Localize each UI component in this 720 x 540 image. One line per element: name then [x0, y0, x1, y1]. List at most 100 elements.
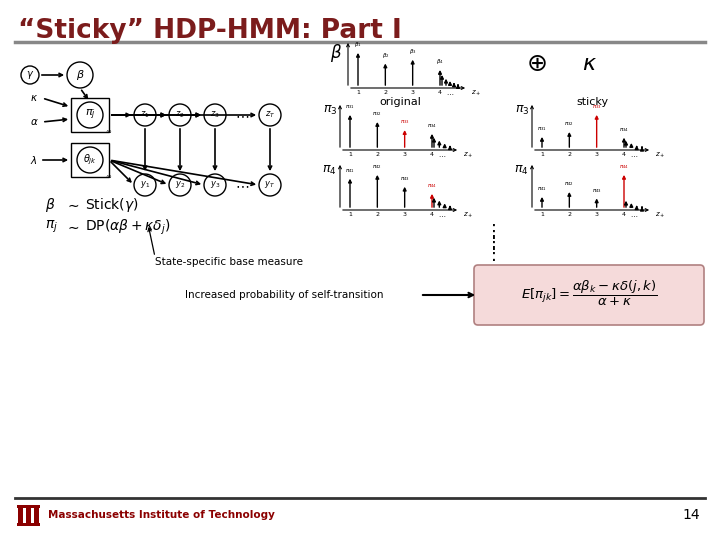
Text: $\sim$: $\sim$ [65, 220, 80, 234]
Text: $\pi_j$: $\pi_j$ [45, 219, 58, 235]
Text: 14: 14 [683, 508, 700, 522]
Circle shape [134, 174, 156, 196]
Text: Massachusetts Institute of Technology: Massachusetts Institute of Technology [48, 510, 275, 520]
Text: 1: 1 [540, 152, 544, 157]
Circle shape [21, 66, 39, 84]
Bar [26, 506, 31, 524]
Text: $\theta_{jk}$: $\theta_{jk}$ [83, 153, 97, 167]
Text: $\pi_3$: $\pi_3$ [515, 104, 529, 117]
Text: $\pi_{31}$: $\pi_{31}$ [345, 103, 355, 111]
Text: 4: 4 [430, 152, 434, 157]
Bar [34, 506, 39, 524]
Text: $\pi_{32}$: $\pi_{32}$ [564, 120, 575, 128]
Circle shape [134, 104, 156, 126]
Text: 2: 2 [383, 90, 387, 95]
Text: $\beta_1$: $\beta_1$ [354, 40, 362, 49]
Text: $\vdots$: $\vdots$ [484, 244, 496, 263]
Text: 4: 4 [430, 212, 434, 217]
Text: $z_+$: $z_+$ [655, 211, 665, 220]
Text: $\pi_{43}$: $\pi_{43}$ [400, 175, 410, 183]
Text: $\infty$: $\infty$ [105, 174, 112, 180]
Text: State-specific base measure: State-specific base measure [155, 257, 303, 267]
FancyBboxPatch shape [474, 265, 704, 325]
Text: $\pi_{33}$: $\pi_{33}$ [400, 118, 410, 126]
Text: 4: 4 [438, 90, 442, 95]
Circle shape [259, 174, 281, 196]
Circle shape [259, 104, 281, 126]
Text: 2: 2 [375, 212, 379, 217]
Text: $\pi_3$: $\pi_3$ [323, 104, 337, 117]
Text: $\pi_{44}$: $\pi_{44}$ [619, 163, 629, 171]
Text: 3: 3 [402, 212, 407, 217]
Text: $\pi_{34}$: $\pi_{34}$ [619, 126, 629, 134]
Text: sticky: sticky [576, 97, 608, 107]
Text: $z_+$: $z_+$ [471, 89, 481, 98]
Text: $E[\pi_{jk}] = \dfrac{\alpha\beta_k - \kappa\delta(j,k)}{\alpha + \kappa}$: $E[\pi_{jk}] = \dfrac{\alpha\beta_k - \k… [521, 279, 657, 308]
Text: $\cdots$: $\cdots$ [446, 90, 454, 96]
Text: $\beta$: $\beta$ [45, 196, 55, 214]
Text: 4: 4 [622, 152, 626, 157]
Text: $\kappa$: $\kappa$ [30, 93, 38, 103]
Text: $\pi_{41}$: $\pi_{41}$ [345, 167, 355, 175]
Text: $\pi_{32}$: $\pi_{32}$ [372, 110, 382, 118]
Text: $z_1$: $z_1$ [140, 110, 150, 120]
Circle shape [169, 104, 191, 126]
Text: $\alpha$: $\alpha$ [30, 117, 39, 127]
Text: “Sticky” HDP-HMM: Part I: “Sticky” HDP-HMM: Part I [18, 18, 402, 44]
Circle shape [77, 147, 103, 173]
Circle shape [204, 104, 226, 126]
Text: 3: 3 [595, 152, 598, 157]
Text: 2: 2 [567, 212, 572, 217]
Text: $z_T$: $z_T$ [265, 110, 275, 120]
Text: $\lambda$: $\lambda$ [30, 154, 37, 166]
Bar [71, 143, 109, 177]
Text: $\pi_{42}$: $\pi_{42}$ [564, 180, 575, 188]
Text: $\cdots$: $\cdots$ [630, 212, 638, 218]
Text: $\cdots$: $\cdots$ [438, 212, 446, 218]
Text: $\pi_{31}$: $\pi_{31}$ [537, 125, 547, 133]
Bar [17, 523, 40, 525]
Text: $z_+$: $z_+$ [463, 151, 473, 160]
Circle shape [67, 62, 93, 88]
Text: $\cdots$: $\cdots$ [630, 152, 638, 158]
Text: $\cdots$: $\cdots$ [438, 152, 446, 158]
Text: $\mathrm{DP}(\alpha\beta + \kappa\delta_j)$: $\mathrm{DP}(\alpha\beta + \kappa\delta_… [85, 217, 171, 237]
Text: 1: 1 [540, 212, 544, 217]
Text: $y_2$: $y_2$ [175, 179, 185, 191]
Text: $y_1$: $y_1$ [140, 179, 150, 191]
Text: $\beta_4$: $\beta_4$ [436, 57, 444, 66]
Text: $\kappa$: $\kappa$ [582, 54, 598, 74]
Text: $z_2$: $z_2$ [175, 110, 185, 120]
Text: $z_+$: $z_+$ [463, 211, 473, 220]
Text: $\cdots$: $\cdots$ [235, 108, 250, 122]
Bar [71, 98, 109, 132]
Text: $\pi_{34}$: $\pi_{34}$ [427, 122, 437, 130]
Bar [17, 504, 40, 508]
Text: $\pi_j$: $\pi_j$ [84, 108, 96, 122]
Text: $\beta_3$: $\beta_3$ [409, 47, 416, 56]
Text: 2: 2 [375, 152, 379, 157]
Text: $\mathrm{Stick}(\gamma)$: $\mathrm{Stick}(\gamma)$ [85, 196, 138, 214]
Text: 3: 3 [595, 212, 598, 217]
Text: 1: 1 [356, 90, 360, 95]
Text: original: original [379, 97, 421, 107]
Text: $\beta$: $\beta$ [330, 42, 342, 64]
Text: $\pi_4$: $\pi_4$ [323, 164, 337, 177]
Text: $\oplus$: $\oplus$ [526, 52, 546, 76]
Text: 1: 1 [348, 212, 352, 217]
Text: $\vdots$: $\vdots$ [484, 233, 496, 252]
Text: $\pi_{41}$: $\pi_{41}$ [537, 185, 547, 193]
Text: $\pi_{43}$: $\pi_{43}$ [592, 187, 602, 194]
Text: $\beta_2$: $\beta_2$ [382, 51, 389, 59]
Circle shape [77, 102, 103, 128]
Text: $y_3$: $y_3$ [210, 179, 220, 191]
Text: $\pi_{42}$: $\pi_{42}$ [372, 163, 382, 171]
Text: $\pi_4$: $\pi_4$ [515, 164, 529, 177]
Text: 2: 2 [567, 152, 572, 157]
Text: 3: 3 [410, 90, 415, 95]
Text: $z_+$: $z_+$ [655, 151, 665, 160]
Circle shape [169, 174, 191, 196]
Bar [18, 506, 23, 524]
Text: 1: 1 [348, 152, 352, 157]
Text: $z_3$: $z_3$ [210, 110, 220, 120]
